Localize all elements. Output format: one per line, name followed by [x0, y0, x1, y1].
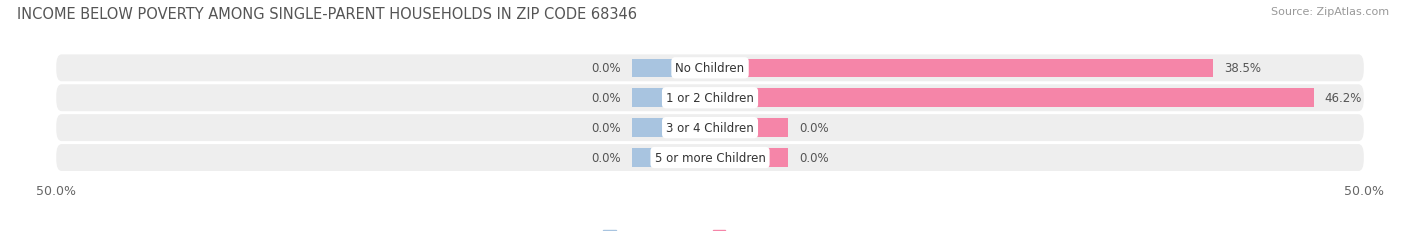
FancyBboxPatch shape [56, 144, 1364, 171]
Text: No Children: No Children [675, 62, 745, 75]
Bar [710, 119, 789, 137]
Text: 0.0%: 0.0% [592, 62, 621, 75]
Bar [631, 149, 710, 167]
FancyBboxPatch shape [56, 55, 1364, 82]
Bar [631, 89, 710, 108]
Bar [710, 149, 789, 167]
Text: 0.0%: 0.0% [799, 151, 828, 164]
Text: 5 or more Children: 5 or more Children [655, 151, 765, 164]
Bar [710, 59, 1213, 78]
Legend: Single Father, Single Mother: Single Father, Single Mother [598, 225, 823, 231]
Text: INCOME BELOW POVERTY AMONG SINGLE-PARENT HOUSEHOLDS IN ZIP CODE 68346: INCOME BELOW POVERTY AMONG SINGLE-PARENT… [17, 7, 637, 22]
Text: Source: ZipAtlas.com: Source: ZipAtlas.com [1271, 7, 1389, 17]
Text: 0.0%: 0.0% [592, 151, 621, 164]
Text: 38.5%: 38.5% [1223, 62, 1261, 75]
Text: 1 or 2 Children: 1 or 2 Children [666, 92, 754, 105]
Text: 46.2%: 46.2% [1324, 92, 1362, 105]
FancyBboxPatch shape [56, 85, 1364, 112]
Bar [631, 59, 710, 78]
Text: 0.0%: 0.0% [592, 122, 621, 134]
Text: 3 or 4 Children: 3 or 4 Children [666, 122, 754, 134]
Text: 0.0%: 0.0% [592, 92, 621, 105]
FancyBboxPatch shape [56, 115, 1364, 141]
Bar [631, 119, 710, 137]
Text: 0.0%: 0.0% [799, 122, 828, 134]
Bar [710, 89, 1315, 108]
